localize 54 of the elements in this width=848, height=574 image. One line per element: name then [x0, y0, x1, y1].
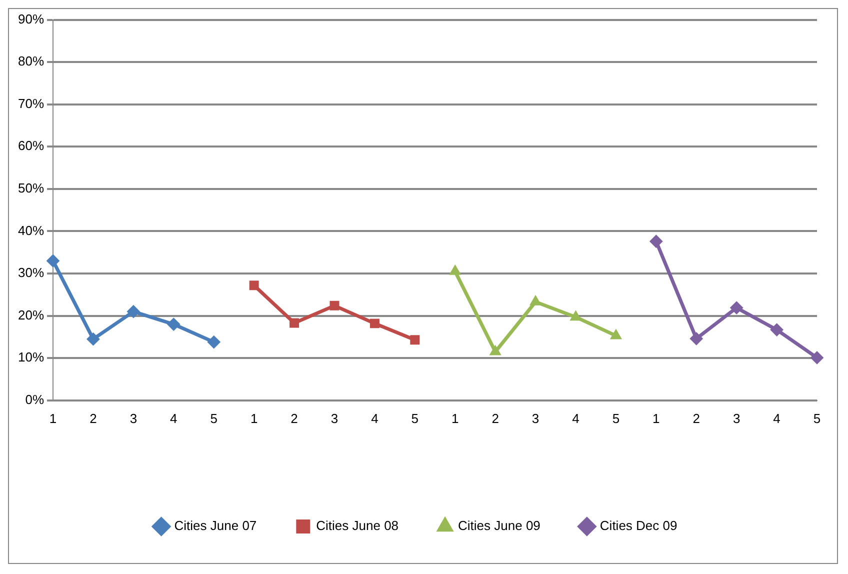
- x-tick-label: 3: [330, 410, 338, 426]
- x-tick-label: 4: [170, 410, 178, 426]
- x-tick-label: 1: [49, 410, 57, 426]
- x-tick-label: 2: [692, 410, 700, 426]
- point: [650, 234, 663, 248]
- x-tick-label: 2: [90, 410, 97, 426]
- y-tick-label: 20%: [18, 307, 44, 322]
- point: [490, 345, 502, 356]
- point: [770, 323, 784, 336]
- x-tick-label: 3: [532, 410, 540, 426]
- y-tick-label: 30%: [18, 265, 44, 280]
- point: [330, 300, 340, 310]
- x-tick-label: 4: [773, 410, 780, 426]
- x-tick-label: 1: [250, 410, 258, 426]
- point: [207, 336, 220, 349]
- legend-label: Cities June 09: [458, 518, 540, 534]
- x-tick-label: 5: [210, 410, 218, 426]
- y-tick-label: 40%: [18, 222, 44, 238]
- x-tick-label: 2: [492, 410, 499, 426]
- x-tick-label: 4: [371, 410, 378, 426]
- x-tick-label: 1: [652, 410, 660, 426]
- point: [126, 305, 140, 318]
- x-tick-label: 4: [572, 410, 580, 426]
- y-tick-label: 0%: [25, 392, 44, 407]
- legend-label: Cities June 07: [174, 518, 257, 534]
- point: [167, 318, 180, 331]
- point: [249, 280, 259, 290]
- x-tick-label: 5: [813, 410, 821, 426]
- point: [570, 310, 582, 321]
- y-tick-label: 10%: [18, 350, 44, 365]
- y-tick-label: 70%: [18, 96, 44, 111]
- point: [730, 301, 744, 314]
- x-tick-label: 3: [732, 410, 740, 426]
- x-tick-label: 5: [612, 410, 620, 426]
- point: [46, 254, 60, 268]
- x-tick-label: 3: [130, 410, 138, 426]
- point: [410, 335, 420, 345]
- point: [690, 332, 703, 346]
- point: [86, 332, 100, 346]
- point: [370, 318, 380, 328]
- point: [810, 351, 824, 364]
- y-tick-label: 90%: [18, 11, 44, 26]
- point: [610, 329, 622, 340]
- point: [530, 295, 542, 306]
- x-tick-label: 5: [411, 410, 419, 426]
- legend-label: Cities June 08: [316, 518, 399, 534]
- point: [449, 264, 461, 275]
- x-tick-label: 1: [451, 410, 459, 426]
- y-tick-label: 80%: [18, 54, 44, 69]
- x-tick-label: 2: [290, 410, 298, 426]
- y-tick-label: 50%: [18, 180, 44, 196]
- point: [290, 318, 300, 328]
- y-tick-label: 60%: [18, 138, 44, 154]
- legend-label: Cities Dec 09: [600, 518, 678, 534]
